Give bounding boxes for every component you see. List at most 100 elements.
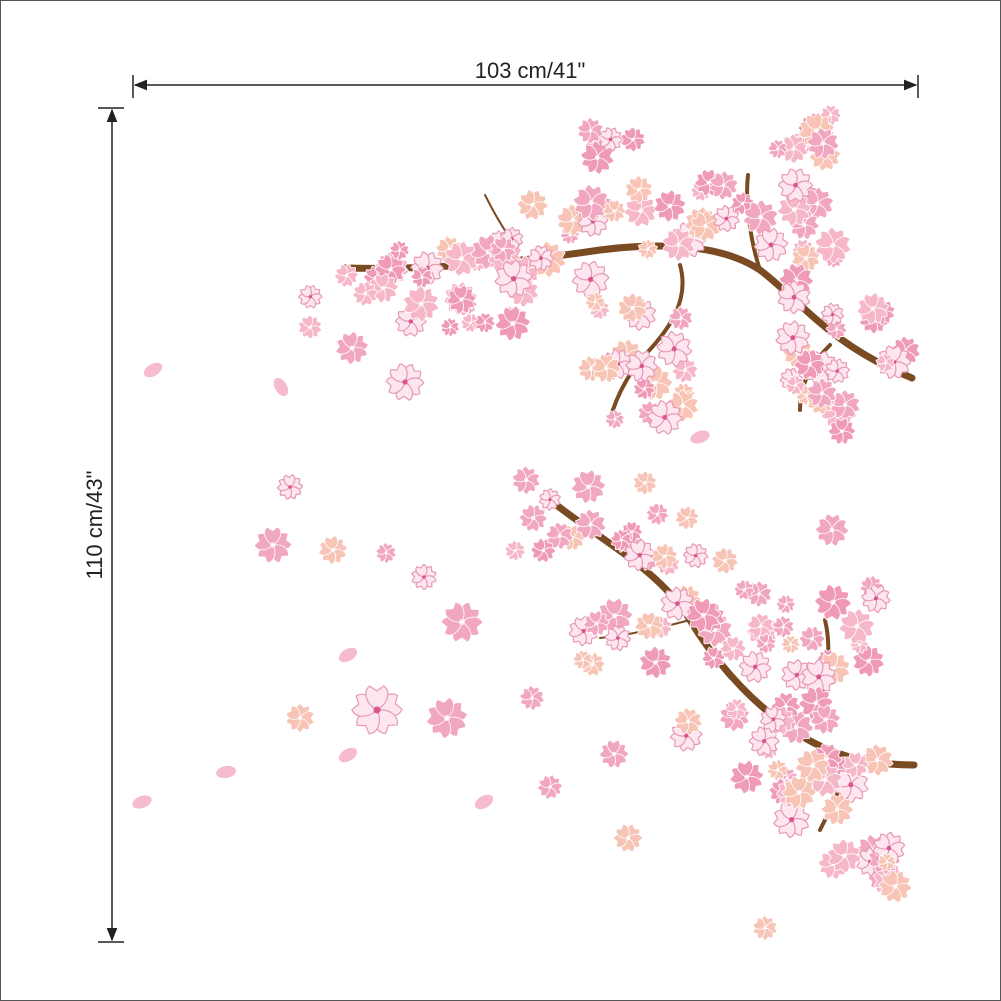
falling-petal bbox=[132, 795, 152, 809]
flower-center bbox=[731, 646, 735, 651]
flower-center bbox=[807, 362, 812, 367]
flower-center bbox=[541, 548, 545, 553]
flower-center bbox=[813, 700, 819, 706]
flower-center bbox=[802, 222, 807, 228]
flower-center bbox=[402, 379, 408, 385]
flower-center bbox=[625, 835, 631, 841]
flower-center bbox=[510, 276, 517, 282]
flower-center bbox=[458, 256, 464, 262]
flower-center bbox=[593, 300, 597, 304]
flower-center bbox=[758, 214, 764, 220]
flower-center bbox=[288, 485, 292, 489]
flower-center bbox=[420, 275, 424, 279]
flower-center bbox=[308, 325, 312, 329]
flower-center bbox=[513, 549, 517, 553]
flower-center bbox=[297, 715, 303, 721]
flower-center bbox=[676, 242, 681, 248]
flower-center bbox=[459, 619, 465, 625]
flower-center bbox=[570, 217, 576, 223]
flower-center bbox=[653, 660, 658, 665]
flower-center bbox=[857, 643, 861, 646]
flower-center bbox=[548, 497, 552, 502]
flower-center bbox=[764, 642, 768, 646]
width-label: 103 cm/41" bbox=[475, 58, 586, 83]
flower-center bbox=[636, 187, 641, 192]
flower-center bbox=[842, 402, 848, 408]
flower-center bbox=[510, 320, 516, 327]
flower-center bbox=[810, 636, 814, 641]
flower-center bbox=[655, 512, 660, 516]
flower-center bbox=[711, 656, 716, 660]
flower-center bbox=[662, 554, 667, 559]
flower-center bbox=[886, 845, 892, 851]
flower-center bbox=[398, 248, 401, 252]
flower-center bbox=[819, 391, 825, 396]
flower-center bbox=[848, 782, 854, 788]
flower-center bbox=[784, 602, 788, 606]
flower-center bbox=[781, 625, 785, 629]
flower-center bbox=[630, 305, 635, 311]
flower-center bbox=[791, 146, 796, 151]
flower-center bbox=[791, 206, 797, 212]
flower-center bbox=[816, 674, 822, 680]
flower-center bbox=[693, 553, 698, 558]
height-label: 110 cm/43" bbox=[82, 471, 107, 580]
flower-center bbox=[373, 706, 381, 714]
flower-center bbox=[630, 530, 634, 534]
flower-center bbox=[776, 147, 780, 151]
flower-center bbox=[444, 715, 450, 721]
flower-center bbox=[588, 522, 593, 527]
flower-center bbox=[679, 316, 683, 321]
flower-center bbox=[270, 542, 276, 548]
flower-center bbox=[619, 538, 623, 542]
flower-center bbox=[790, 335, 796, 341]
flower-center bbox=[839, 429, 844, 434]
flower-center bbox=[823, 717, 828, 722]
flower-center bbox=[874, 757, 880, 763]
flower-center bbox=[587, 276, 594, 282]
flower-center bbox=[793, 383, 797, 387]
flower-center bbox=[830, 242, 836, 249]
flower-center bbox=[706, 180, 711, 185]
falling-petal bbox=[690, 430, 710, 444]
flower-center bbox=[809, 763, 815, 769]
flower-center bbox=[612, 613, 618, 619]
flower-center bbox=[841, 853, 847, 859]
flower-center bbox=[803, 256, 808, 261]
flower-center bbox=[408, 319, 413, 324]
falling-petal bbox=[143, 362, 163, 378]
flower-center bbox=[834, 807, 840, 812]
flower-center bbox=[763, 926, 767, 930]
flower-center bbox=[384, 551, 388, 555]
flower-center bbox=[418, 301, 424, 307]
flower-center bbox=[740, 201, 745, 206]
flower-center bbox=[637, 552, 642, 558]
flower-center bbox=[744, 774, 750, 780]
flower-center bbox=[585, 484, 591, 490]
flower-center bbox=[870, 306, 876, 311]
flower-center bbox=[612, 209, 616, 213]
flower-center bbox=[581, 628, 586, 634]
flower-center bbox=[724, 216, 729, 221]
flower-center bbox=[667, 203, 673, 209]
flower-center bbox=[501, 247, 505, 252]
flower-center bbox=[835, 369, 839, 373]
flower-center bbox=[588, 199, 594, 206]
flower-center bbox=[789, 643, 792, 646]
flower-center bbox=[349, 345, 355, 351]
flower-center bbox=[830, 599, 836, 605]
flower-center bbox=[588, 128, 593, 133]
flower-center bbox=[771, 717, 776, 722]
flower-center bbox=[680, 403, 686, 409]
flower-center bbox=[530, 696, 534, 700]
flower-center bbox=[703, 223, 708, 229]
flower-center bbox=[531, 516, 536, 521]
flower-center bbox=[685, 516, 689, 520]
flower-center bbox=[820, 141, 826, 146]
flower-center bbox=[815, 201, 820, 207]
flower-center bbox=[647, 623, 652, 628]
flower-center bbox=[761, 738, 767, 744]
flower-center bbox=[793, 724, 799, 730]
flower-center bbox=[422, 575, 426, 579]
flower-center bbox=[757, 592, 761, 596]
